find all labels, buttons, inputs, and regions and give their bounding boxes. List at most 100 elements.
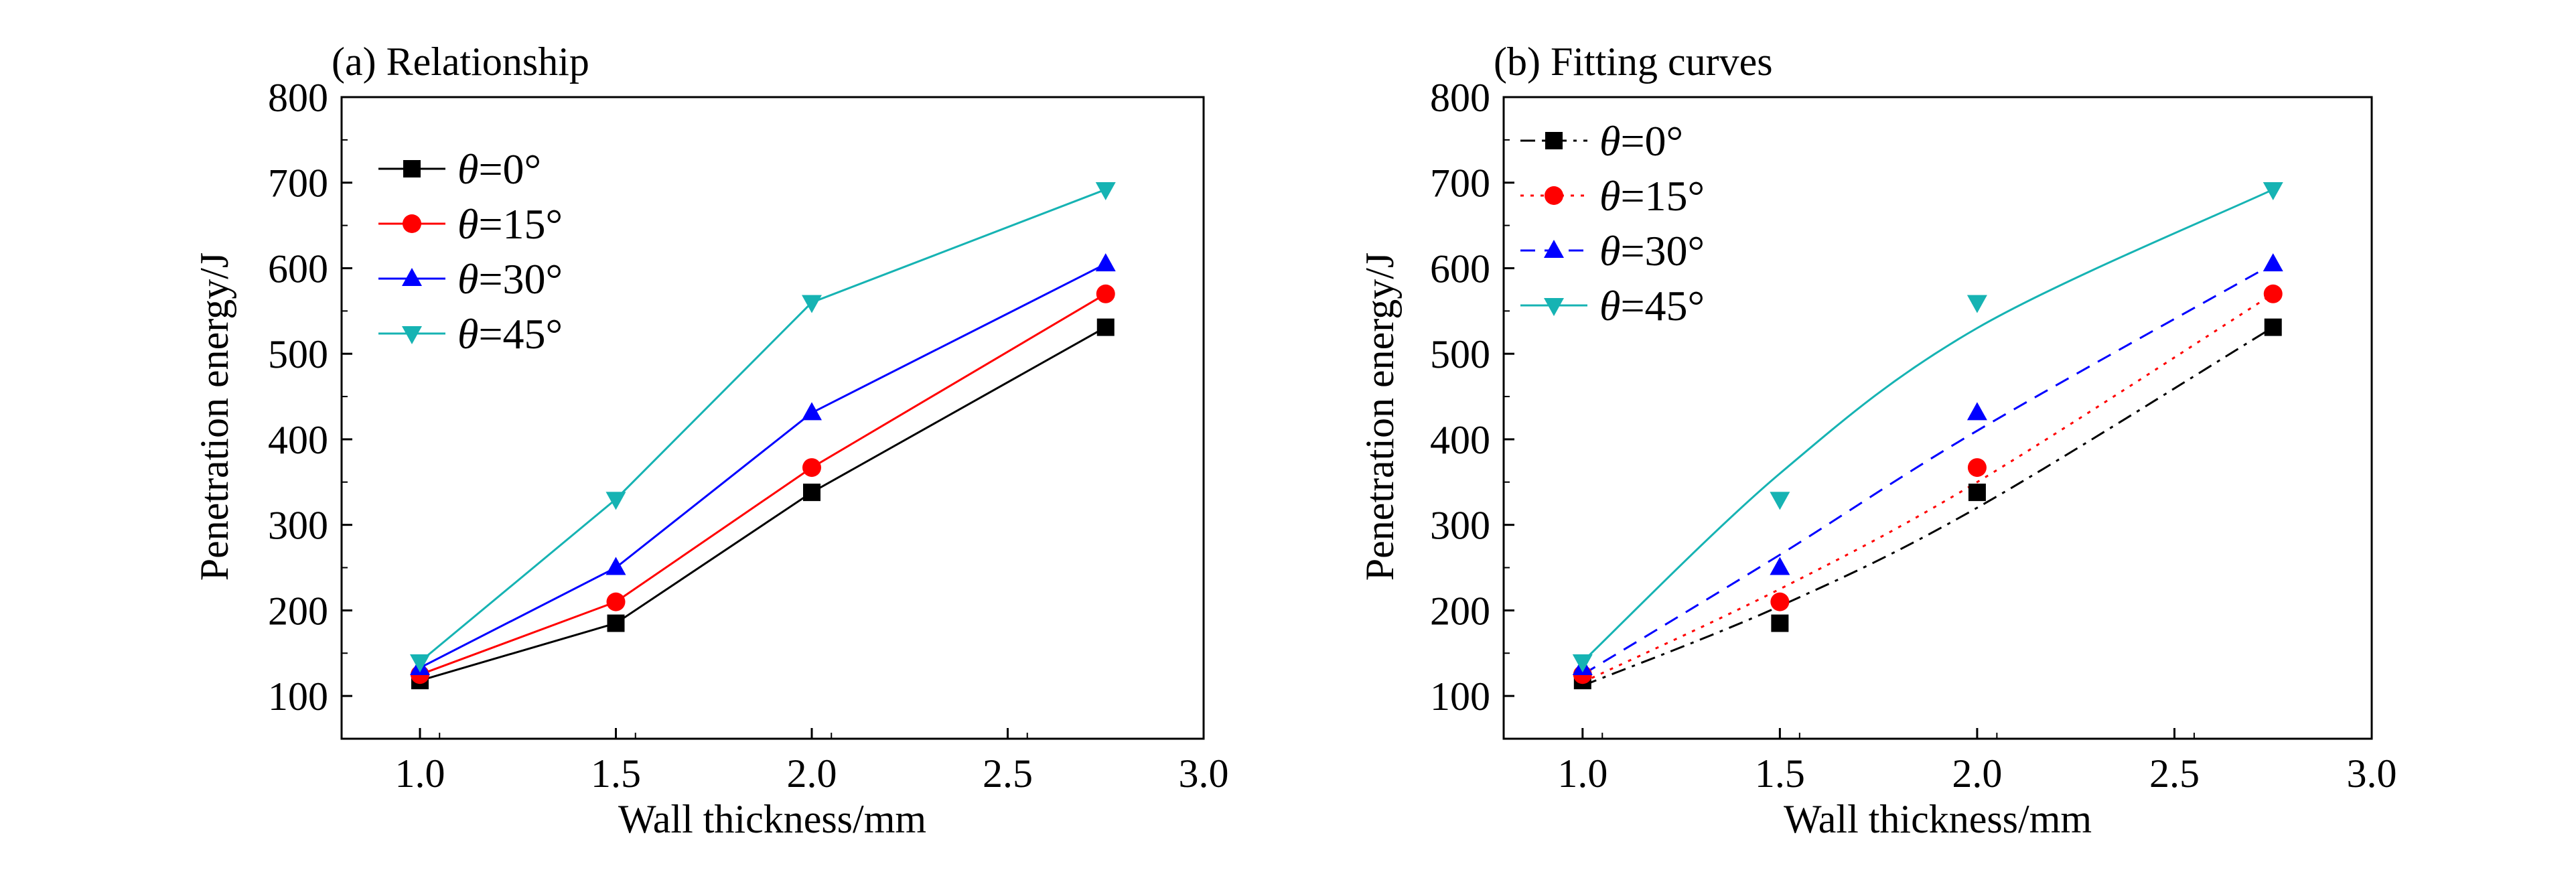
x-tick-label: 1.0: [1557, 751, 1607, 796]
data-point: [802, 295, 822, 313]
data-point: [1572, 654, 1593, 673]
legend-label-value: =30°: [478, 255, 563, 303]
legend-marker: [403, 214, 421, 233]
data-point: [1966, 295, 1987, 313]
panel-b-title: (b) Fitting curves: [1494, 40, 1773, 84]
data-point: [1968, 484, 1986, 502]
legend-label-value: =45°: [478, 310, 563, 358]
panel-b-series-layer: [1572, 182, 2283, 690]
legend-label: θ=45°: [1599, 282, 1705, 330]
data-point: [803, 484, 820, 502]
y-tick-label: 700: [1430, 161, 1490, 206]
legend-marker: [403, 160, 421, 177]
data-point: [1095, 182, 1116, 200]
data-point: [410, 654, 430, 673]
legend-label: θ=0°: [1599, 117, 1683, 165]
data-point: [1771, 614, 1789, 632]
legend-label-theta: θ: [457, 255, 478, 303]
x-tick-label: 2.5: [983, 751, 1033, 796]
legend-label-value: =0°: [478, 145, 541, 193]
series-line: [419, 326, 1106, 682]
y-tick-label: 100: [268, 674, 328, 719]
data-point: [2263, 284, 2283, 303]
x-tick-label: 3.0: [1179, 751, 1229, 796]
legend-label-theta: θ: [1599, 282, 1620, 330]
x-tick-label: 2.0: [1952, 751, 2002, 796]
x-tick-label: 1.0: [395, 751, 445, 796]
fit-curve: [1581, 188, 2274, 663]
legend-label-theta: θ: [457, 200, 478, 248]
panel-a-x-ticks: 1.0 1.5 2.0 2.5 3.0: [395, 728, 1229, 796]
legend-label: θ=30°: [457, 255, 563, 303]
panel-b-y-ticks: 100 200 300 400 500 600 700 800: [1430, 76, 1514, 719]
data-point: [1096, 318, 1115, 336]
x-tick-label: 3.0: [2347, 751, 2397, 796]
x-tick-label: 1.5: [591, 751, 641, 796]
fit-curve: [1582, 293, 2274, 684]
fit-curve: [1582, 263, 2274, 676]
y-tick-label: 400: [1430, 418, 1490, 462]
legend-label-theta: θ: [1599, 172, 1620, 220]
data-point: [2263, 182, 2283, 200]
panel-b-fit-layer: [1581, 188, 2274, 687]
series-line: [419, 188, 1106, 663]
legend-label-theta: θ: [1599, 117, 1620, 165]
legend-marker: [402, 326, 422, 344]
x-tick-label: 2.5: [2149, 751, 2200, 796]
data-point: [1770, 492, 1790, 510]
x-tick-label: 1.5: [1755, 751, 1805, 796]
panel-b: (b) Fitting curves 1.0 1.5 2.0 2.5 3.0 100 20…: [1358, 40, 2397, 841]
legend-label: θ=15°: [457, 200, 563, 248]
series-line: [419, 263, 1106, 669]
y-tick-label: 300: [268, 504, 328, 548]
panel-b-x-ticks: 1.0 1.5 2.0 2.5 3.0: [1557, 728, 2397, 796]
y-tick-label: 800: [1430, 76, 1490, 120]
legend-label: θ=0°: [457, 145, 541, 193]
y-tick-label: 200: [1430, 589, 1490, 633]
panel-a-x-axis-label: Wall thickness/mm: [618, 797, 926, 841]
legend-marker: [1544, 240, 1564, 258]
data-point: [802, 402, 822, 421]
panel-a-y-ticks: 100 200 300 400 500 600 700 800: [268, 76, 352, 719]
data-point: [1770, 557, 1790, 575]
y-tick-label: 200: [268, 589, 328, 633]
panel-b-plot-frame: [1502, 96, 2373, 740]
panel-a-plot-frame: [340, 96, 1205, 740]
legend-marker: [402, 268, 422, 286]
y-tick-label: 600: [268, 246, 328, 291]
y-tick-label: 700: [268, 161, 328, 206]
y-tick-label: 100: [1430, 674, 1490, 719]
series-line: [419, 293, 1106, 676]
legend-label-theta: θ: [457, 145, 478, 193]
data-point: [1770, 592, 1790, 611]
legend-label-theta: θ: [457, 310, 478, 358]
legend-label: θ=30°: [1599, 227, 1705, 275]
data-point: [605, 492, 626, 510]
data-point: [605, 557, 626, 575]
data-point: [1967, 458, 1987, 478]
legend-marker: [1545, 132, 1563, 149]
panel-b-x-axis-label: Wall thickness/mm: [1784, 797, 2092, 841]
legend-marker: [1544, 298, 1564, 316]
legend-label-value: =0°: [1620, 117, 1683, 165]
data-point: [2263, 253, 2283, 272]
data-point: [802, 458, 821, 478]
y-tick-label: 500: [268, 332, 328, 376]
y-tick-label: 400: [268, 418, 328, 462]
panel-a-title: (a) Relationship: [332, 40, 589, 84]
panel-b-legend: θ=0°θ=15°θ=30°θ=45°: [1520, 117, 1705, 330]
data-point: [1095, 253, 1116, 272]
data-point: [1966, 402, 1987, 421]
data-point: [607, 614, 625, 632]
legend-label-value: =15°: [478, 200, 563, 248]
data-point: [606, 592, 626, 611]
y-tick-label: 600: [1430, 246, 1490, 291]
legend-label-value: =45°: [1620, 282, 1705, 330]
legend-label: θ=45°: [457, 310, 563, 358]
y-tick-label: 500: [1430, 332, 1490, 376]
y-tick-label: 800: [268, 76, 328, 120]
panel-a-legend: θ=0°θ=15°θ=30°θ=45°: [378, 145, 563, 358]
panel-a: (a) Relationship 1.0 1.5 2.0 2.5 3.0 100 200 3…: [192, 40, 1229, 841]
fit-curve: [1582, 326, 2274, 687]
